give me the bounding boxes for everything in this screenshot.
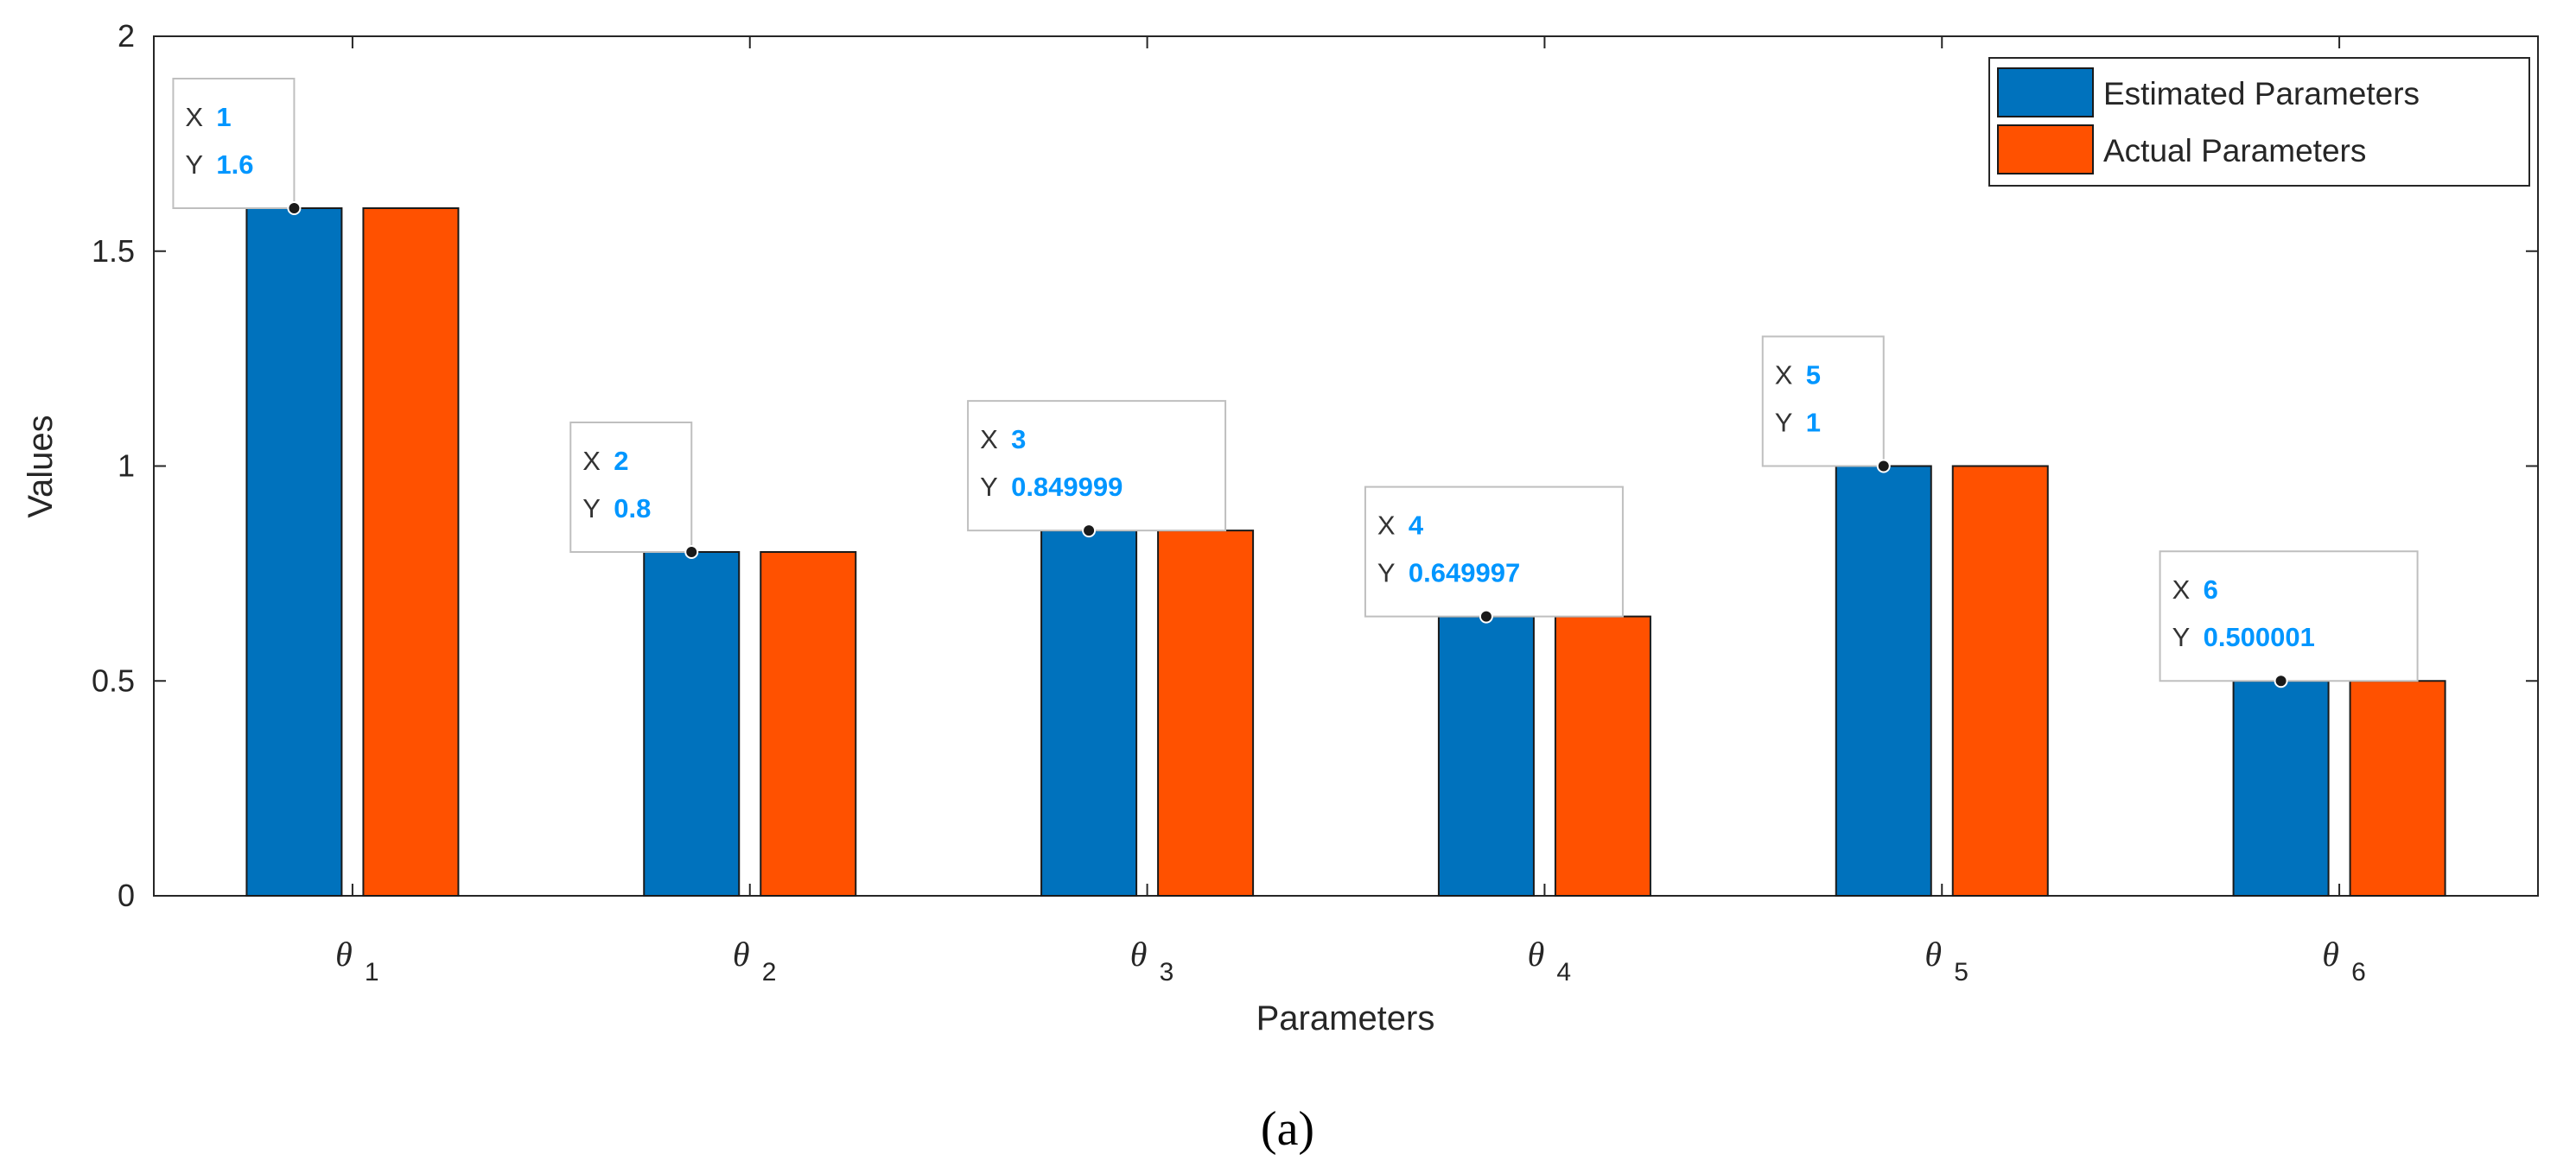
legend: Estimated Parameters Actual Parameters — [1988, 57, 2530, 187]
datatip-marker — [2274, 674, 2288, 688]
bars — [245, 207, 2446, 898]
datatip-box — [2159, 550, 2419, 682]
datatip-marker — [684, 545, 699, 559]
datatip-box — [172, 78, 296, 209]
datatip-x-key: X — [1377, 511, 1396, 541]
datatip-y-value: 1 — [1806, 408, 1821, 438]
y-axis-title: Values — [22, 415, 60, 517]
x-tick-label-subscript: 1 — [365, 958, 379, 987]
datatip-y-value: 0.8 — [614, 493, 651, 523]
x-tick-label-symbol: θ — [1924, 935, 1942, 974]
bar-actual-5 — [1951, 465, 2049, 897]
bar-actual-3 — [1157, 530, 1255, 897]
y-tick-label: 1.5 — [92, 233, 135, 269]
datatip-y-value: 0.649997 — [1409, 558, 1520, 588]
x-tick-label-subscript: 4 — [1556, 958, 1571, 987]
datatip-y-key: Y — [185, 149, 203, 180]
x-tick-label-subscript: 3 — [1160, 958, 1174, 987]
datatip-marker — [1876, 459, 1891, 473]
datatip-box — [1761, 335, 1885, 467]
bar-estimated-3 — [1040, 530, 1138, 897]
bar-estimated-1 — [245, 207, 343, 897]
legend-label: Estimated Parameters — [2103, 76, 2420, 111]
datatip-y-value: 1.6 — [216, 149, 253, 180]
datatip-box — [967, 400, 1227, 532]
x-tick-label-symbol: θ — [733, 935, 750, 974]
x-tick-label-subscript: 5 — [1954, 958, 1969, 987]
bar-actual-2 — [760, 551, 857, 897]
datatip-x-key: X — [185, 102, 203, 132]
x-tick-label-symbol: θ — [1528, 935, 1545, 974]
legend-swatch — [1997, 67, 2094, 117]
bar-actual-4 — [1554, 615, 1651, 897]
datatip-x-value: 1 — [216, 102, 231, 132]
x-tick-label-subscript: 2 — [762, 958, 777, 987]
x-tick-label-symbol: θ — [1130, 935, 1148, 974]
datatip-marker — [287, 201, 302, 215]
y-tick-label: 0.5 — [92, 663, 135, 698]
datatip-box — [569, 422, 693, 553]
datatip-marker — [1479, 609, 1493, 624]
datatip-y-value: 0.500001 — [2204, 622, 2315, 652]
bar-actual-1 — [362, 207, 460, 897]
x-tick-label-subscript: 6 — [2351, 958, 2366, 987]
datatip-marker — [1082, 523, 1097, 538]
legend-label: Actual Parameters — [2103, 133, 2366, 168]
datatip-box — [1364, 485, 1624, 618]
bar-estimated-2 — [643, 551, 741, 897]
datatip-y-value: 0.849999 — [1011, 472, 1123, 502]
datatip-x-value: 2 — [614, 446, 628, 476]
datatip-y-key: Y — [2172, 622, 2191, 652]
bar-estimated-4 — [1437, 615, 1535, 897]
datatip-x-key: X — [2172, 574, 2191, 605]
datatip-y-key: Y — [1775, 408, 1793, 438]
datatip-y-key: Y — [1377, 558, 1396, 588]
y-axis: 0 0.5 1 1.5 2 — [92, 18, 2538, 913]
bar-estimated-5 — [1835, 465, 1932, 897]
x-tick-label-symbol: θ — [2322, 935, 2339, 974]
datatip-x-key: X — [980, 424, 998, 454]
datatip-x-value: 6 — [2204, 574, 2218, 605]
y-tick-label: 1 — [118, 448, 135, 484]
datatip-y-key: Y — [980, 472, 998, 502]
datatip-y-key: Y — [582, 493, 601, 523]
datatip-x-value: 3 — [1011, 424, 1026, 454]
datatip-x-value: 4 — [1409, 511, 1424, 541]
datatip-x-key: X — [1775, 360, 1793, 390]
figure-caption: (a) — [1261, 1102, 1314, 1156]
x-tick-label-symbol: θ — [335, 935, 353, 974]
datatip-x-value: 5 — [1806, 360, 1821, 390]
x-axis-title: Parameters — [1256, 999, 1435, 1037]
bar-actual-6 — [2349, 680, 2446, 897]
datatip-x-key: X — [582, 446, 601, 476]
legend-swatch — [1997, 124, 2094, 174]
y-tick-label: 2 — [118, 18, 135, 54]
bar-estimated-6 — [2232, 680, 2330, 898]
y-tick-label: 0 — [118, 878, 135, 913]
